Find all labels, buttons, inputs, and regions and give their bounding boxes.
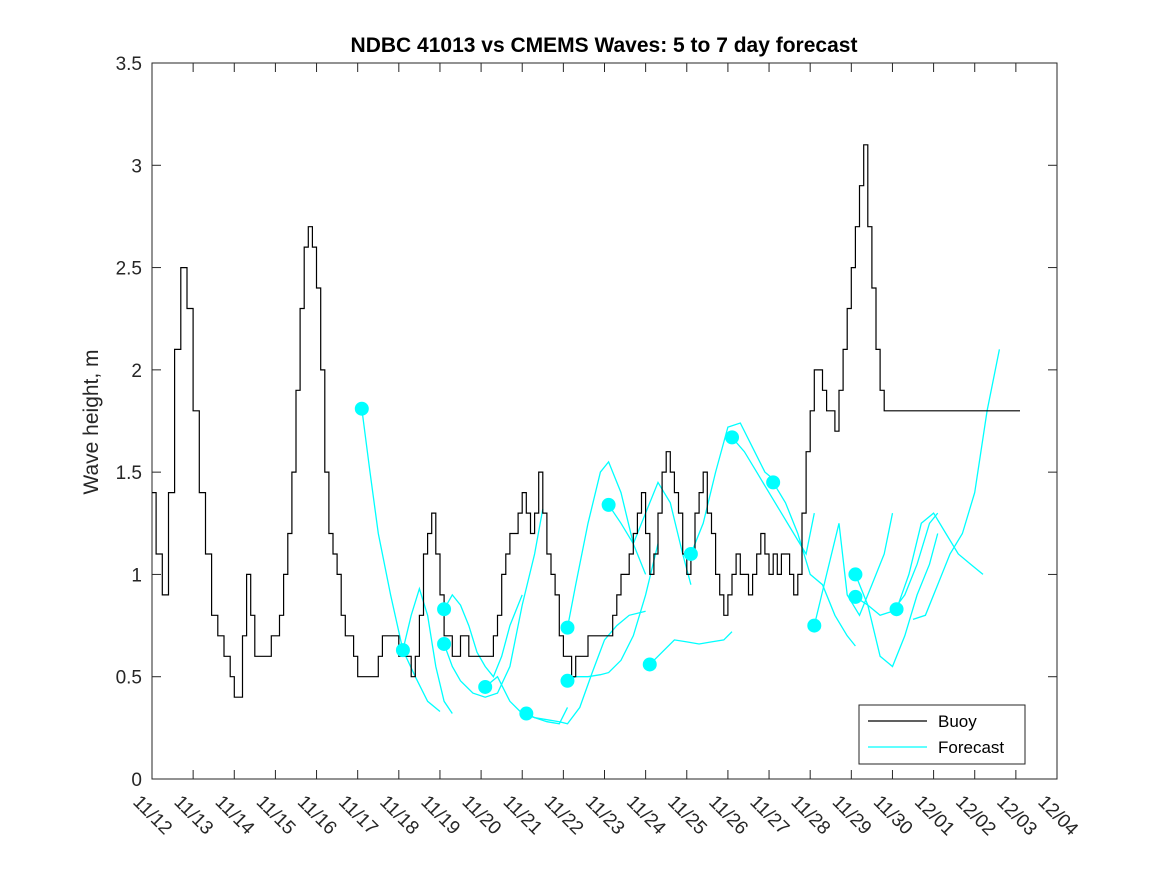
forecast-start-marker [395,643,410,658]
legend: Buoy Forecast [858,704,1026,765]
forecast-series-line [854,533,939,668]
x-tick-label: 11/20 [458,792,505,839]
forecast-start-marker [354,401,369,416]
forecast-series-line [649,631,733,665]
forecast-start-marker [807,618,822,633]
y-tick-label: 0.5 [116,668,142,689]
forecast-start-marker [725,430,740,445]
chart-title: NDBC 41013 vs CMEMS Waves: 5 to 7 day fo… [351,34,858,57]
legend-buoy-label: Buoy [938,712,977,731]
x-tick-label: 11/28 [787,792,834,839]
forecast-series-line [526,610,646,725]
legend-box [858,704,1026,765]
x-tick-label: 11/24 [622,792,670,840]
forecast-series-line [443,593,523,678]
x-tick-label: 11/22 [540,792,587,839]
forecast-series-line [772,482,856,647]
y-tick-label: 3.5 [116,54,142,75]
forecast-series-line [895,512,984,610]
plot-area: 00.511.522.533.511/1211/1311/1411/1511/1… [116,54,1083,840]
forecast-start-marker [848,567,863,582]
forecast-series-line [443,508,544,698]
y-axis-label: Wave height, m [80,349,103,494]
x-tick-label: 11/17 [334,792,381,839]
forecast-start-marker [683,546,698,561]
y-tick-label: 1.5 [116,463,142,484]
x-tick-label: 12/04 [1033,792,1082,841]
forecast-start-marker [766,475,781,490]
forecast-start-marker [478,679,493,694]
x-tick-label: 11/27 [746,792,793,839]
x-tick-label: 11/21 [499,792,546,839]
forecast-start-marker [437,636,452,651]
x-tick-label: 12/01 [910,792,958,840]
x-tick-label: 11/25 [663,792,710,839]
y-tick-label: 0 [131,770,142,791]
forecast-series-line [731,436,815,556]
forecast-series-line [361,408,441,713]
forecast-start-marker [848,589,863,604]
x-tick-label: 11/19 [416,792,463,839]
x-tick-label: 11/26 [704,792,751,839]
forecast-start-marker [437,602,452,617]
x-tick-label: 12/03 [992,792,1040,840]
x-tick-label: 11/15 [252,792,299,839]
x-tick-label: 11/29 [828,792,875,839]
x-tick-label: 12/02 [951,792,999,840]
x-tick-label: 11/14 [211,792,259,840]
buoy-series-line [152,144,1020,698]
forecast-series-line [608,480,692,585]
plot-frame [151,62,1058,780]
forecast-start-marker [889,602,904,617]
x-tick-label: 11/23 [581,792,628,839]
forecast-start-marker [560,620,575,635]
x-tick-label: 11/18 [375,792,422,839]
x-tick-label: 11/16 [293,792,340,839]
forecast-start-marker [560,673,575,688]
x-tick-label: 11/13 [170,792,217,839]
y-tick-label: 2.5 [116,259,142,280]
y-tick-label: 2 [131,361,142,382]
forecast-series-line [566,460,647,628]
forecast-series-line [813,512,894,626]
forecast-series-line [690,422,778,555]
x-tick-label: 11/12 [128,792,175,839]
forecast-start-marker [519,706,534,721]
x-tick-label: 11/30 [869,792,916,839]
forecast-start-marker [642,657,657,672]
forecast-series-line [912,349,1001,621]
y-tick-label: 1 [131,565,142,586]
forecast-start-marker [601,497,616,512]
legend-forecast-label: Forecast [938,738,1004,757]
y-tick-label: 3 [131,156,142,177]
forecast-series-line [567,543,659,682]
forecast-series-line [402,586,453,714]
